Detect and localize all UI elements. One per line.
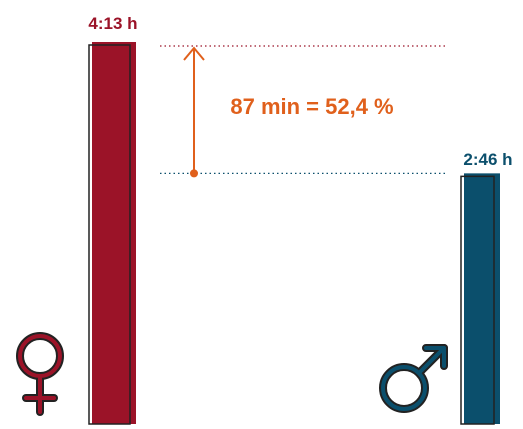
bar-outline-female xyxy=(88,44,131,425)
difference-label: 87 min = 52,4 % xyxy=(230,94,393,119)
male-symbol-icon xyxy=(379,344,448,413)
difference-arrow-head xyxy=(183,46,205,61)
value-label-female: 4:13 h xyxy=(88,14,137,33)
difference-arrow-dot xyxy=(190,169,198,178)
bar-outline-male xyxy=(460,175,495,425)
female-symbol-icon xyxy=(16,332,64,416)
bar-female xyxy=(92,42,136,424)
value-label-male: 2:46 h xyxy=(463,150,512,169)
